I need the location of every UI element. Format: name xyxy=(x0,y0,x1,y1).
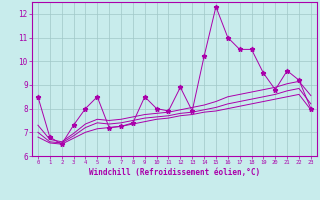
X-axis label: Windchill (Refroidissement éolien,°C): Windchill (Refroidissement éolien,°C) xyxy=(89,168,260,177)
